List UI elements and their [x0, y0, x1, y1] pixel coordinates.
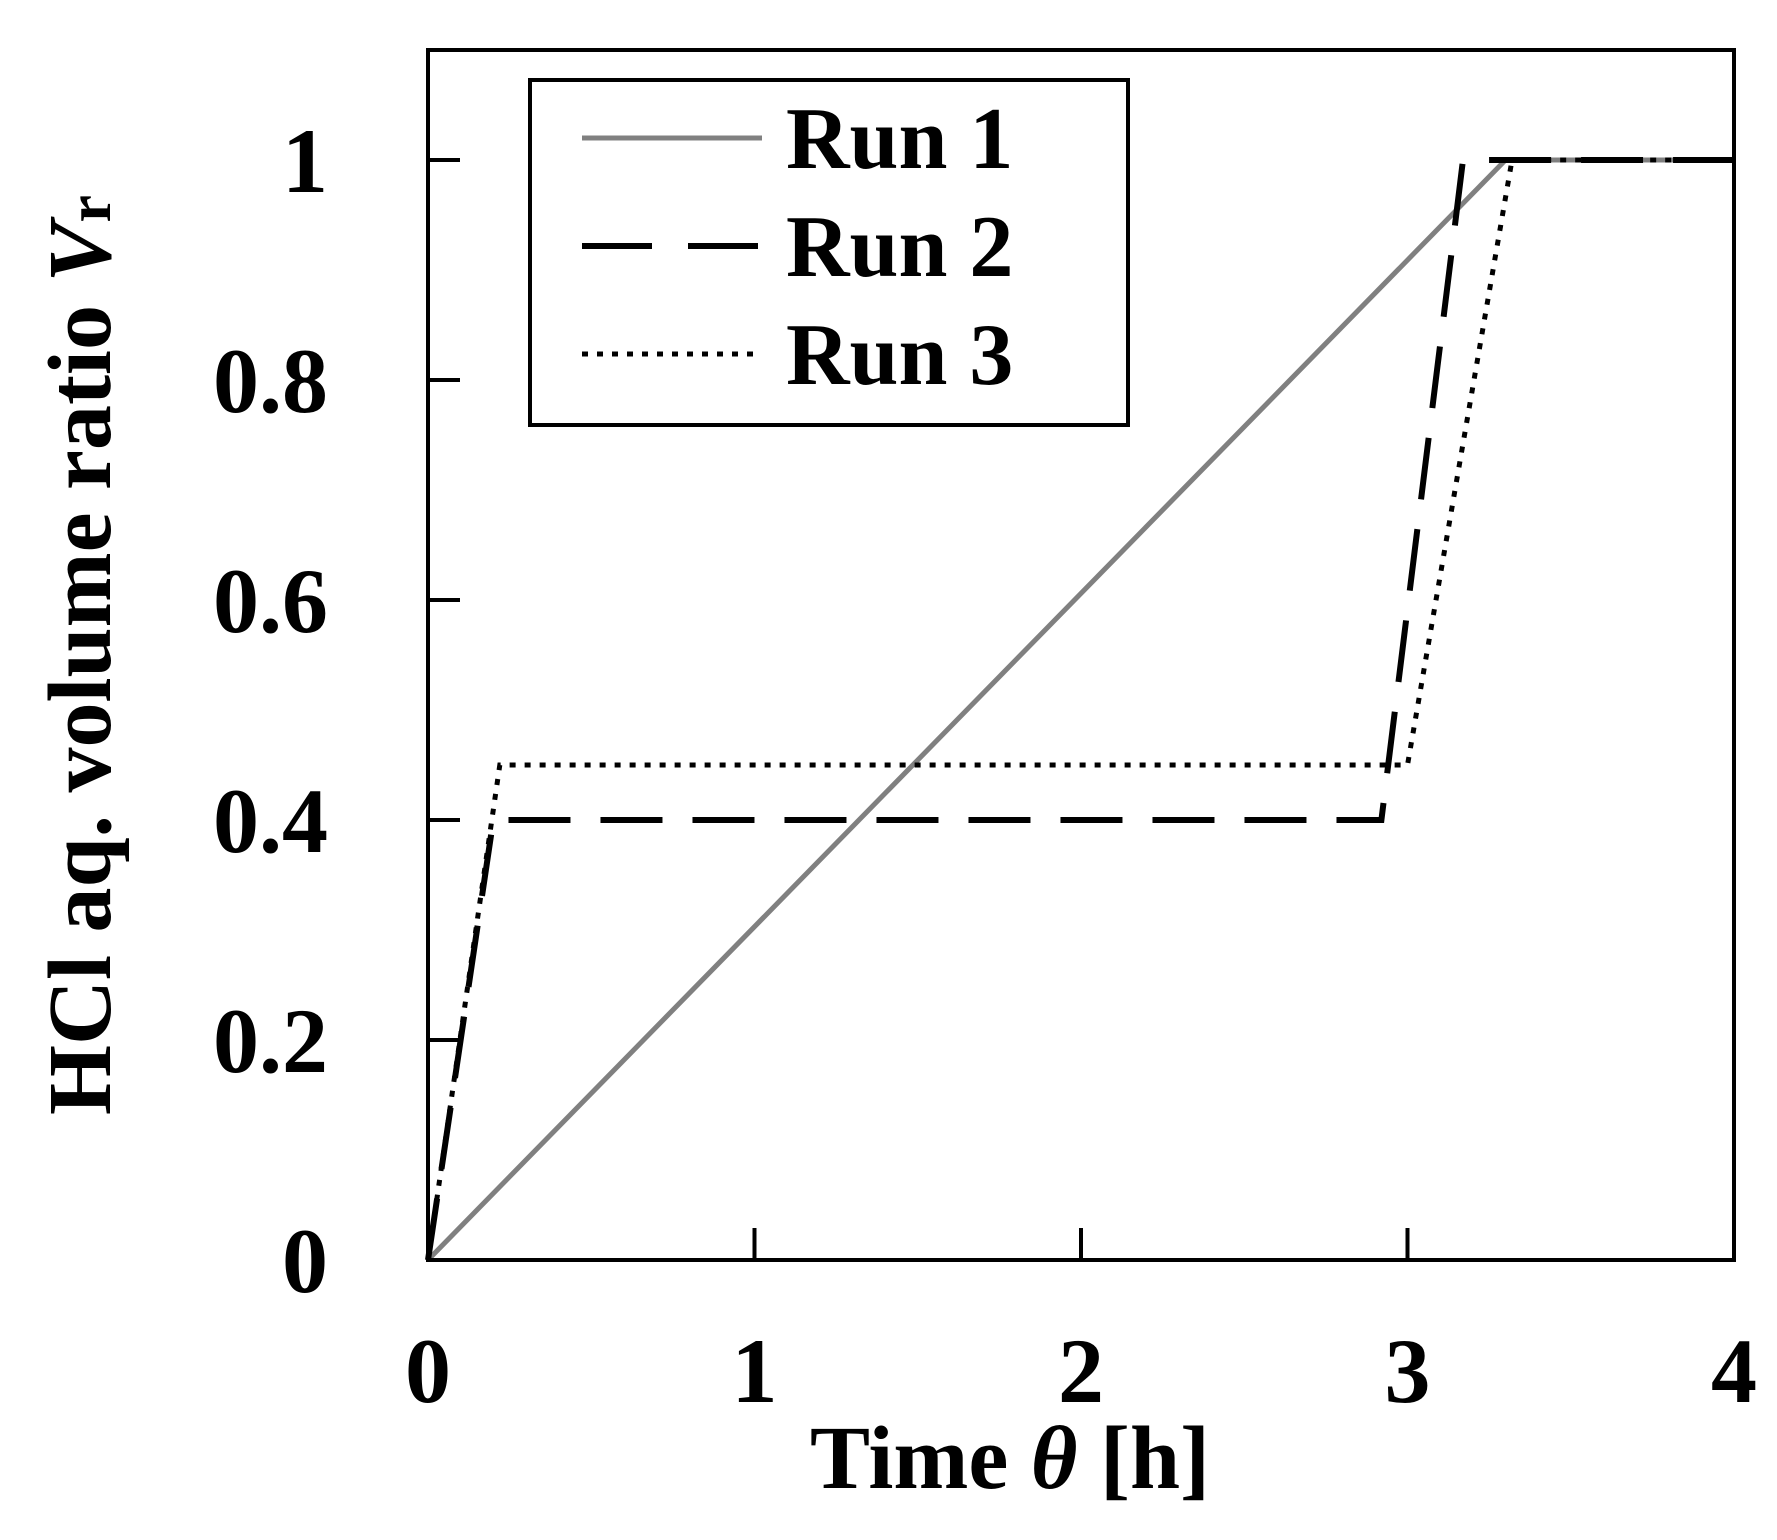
y-tick-label: 0.4 [213, 770, 328, 872]
y-tick-label: 0.8 [213, 330, 328, 432]
legend-label-run-1: Run 1 [786, 91, 1013, 188]
x-tick-label: 2 [1058, 1320, 1104, 1422]
y-tick-label: 0.6 [213, 550, 328, 652]
y-tick-label: 0.2 [213, 990, 328, 1092]
legend-items: Run 1 Run 2 Run 3 [582, 91, 1013, 404]
legend-label-run-2: Run 2 [786, 199, 1013, 296]
x-axis-label-symbol: θ [1031, 1409, 1078, 1508]
y-axis-label-main: HCl aq. volume ratio [31, 283, 130, 1115]
series-line-run-3 [425, 157, 1734, 1261]
y-tick-label: 0 [282, 1210, 328, 1312]
x-axis-label-unit: [h] [1078, 1409, 1211, 1508]
x-axis-label-main: Time [810, 1409, 1031, 1508]
series-line-run-2 [425, 157, 1734, 1261]
x-axis-label: Time θ [h] [810, 1409, 1210, 1508]
legend: Run 1 Run 2 Run 3 [528, 78, 1130, 427]
y-axis-label-subscript: r [56, 195, 124, 223]
y-axis-label: HCl aq. volume ratio Vr [31, 195, 130, 1115]
x-tick-label: 0 [405, 1320, 451, 1422]
x-tick-label: 1 [732, 1320, 778, 1422]
x-tick-label: 3 [1385, 1320, 1431, 1422]
legend-label-run-3: Run 3 [786, 307, 1013, 404]
x-tick-label: 4 [1711, 1320, 1757, 1422]
y-tick-label: 1 [282, 110, 328, 212]
ticks-layer: 0 1 2 3 4 0 0.2 0.4 0.6 0.8 1 [213, 110, 1757, 1422]
y-axis-label-symbol: V [31, 216, 130, 283]
series-layer [425, 157, 1734, 1262]
